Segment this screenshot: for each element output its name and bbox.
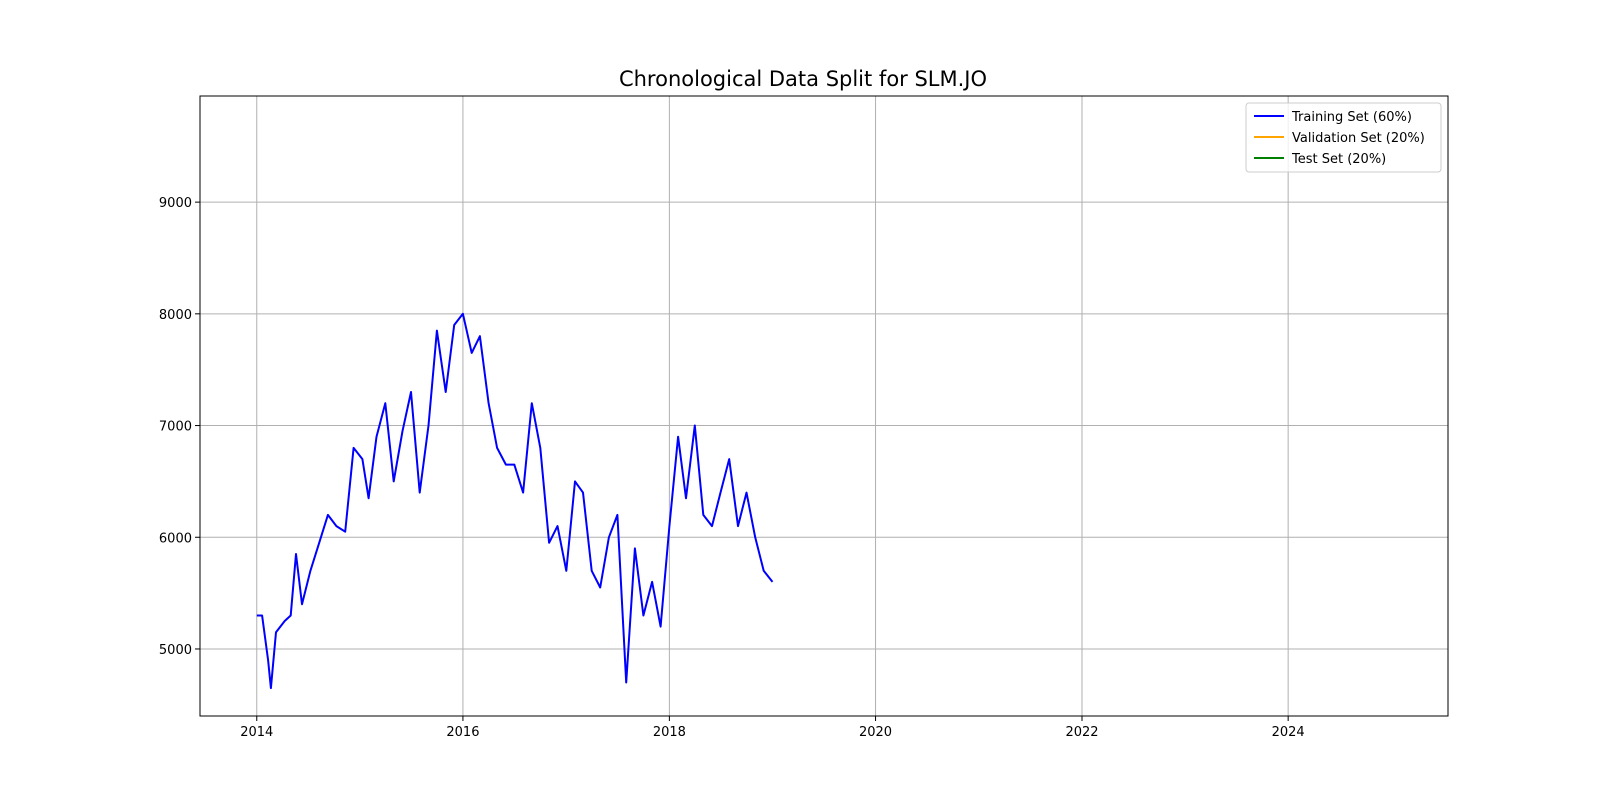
axes: 2014 2016 2018 2020 2022 2024 5000 6000 7000 8000… <box>159 196 1305 740</box>
legend-label: Training Set (60%) <box>1291 110 1412 125</box>
y-tick-label: 5000 <box>159 643 192 658</box>
y-tick-label: 6000 <box>159 531 192 546</box>
y-tick-label: 9000 <box>159 196 192 211</box>
x-tick-label: 2018 <box>653 725 686 740</box>
x-tick-label: 2024 <box>1272 725 1305 740</box>
plot-frame <box>199 95 1449 717</box>
x-tick-label: 2020 <box>859 725 892 740</box>
x-tick-label: 2014 <box>240 725 273 740</box>
x-tick-label: 2016 <box>446 725 479 740</box>
grid <box>200 96 1448 716</box>
y-tick-label: 8000 <box>159 308 192 323</box>
y-tick-label: 7000 <box>159 420 192 435</box>
legend: Training Set (60%) Validation Set (20%) Te… <box>1245 102 1442 173</box>
legend-frame <box>1245 102 1442 173</box>
legend-label: Validation Set (20%) <box>1292 131 1425 146</box>
series-line-1 <box>256 312 774 690</box>
series-layer <box>256 312 774 690</box>
legend-label: Test Set (20%) <box>1291 152 1386 167</box>
x-tick-label: 2022 <box>1065 725 1098 740</box>
chart-title: Chronological Data Split for SLM.JO <box>619 67 987 91</box>
